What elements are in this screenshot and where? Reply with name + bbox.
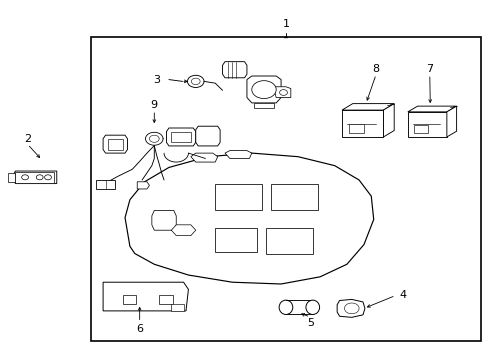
Polygon shape — [108, 139, 122, 149]
Bar — [413, 126, 427, 134]
Polygon shape — [171, 304, 183, 311]
Circle shape — [279, 90, 287, 95]
Circle shape — [44, 175, 51, 180]
Polygon shape — [166, 128, 195, 146]
Polygon shape — [446, 106, 456, 137]
Polygon shape — [171, 225, 195, 235]
Polygon shape — [8, 173, 15, 182]
Polygon shape — [383, 104, 393, 137]
Bar — [271, 184, 317, 211]
Text: 5: 5 — [306, 319, 313, 328]
Polygon shape — [222, 62, 246, 78]
Bar — [348, 125, 363, 134]
Bar — [122, 295, 136, 304]
Polygon shape — [246, 76, 281, 103]
Polygon shape — [407, 112, 446, 137]
Polygon shape — [254, 103, 273, 108]
Polygon shape — [190, 153, 217, 162]
Bar — [215, 184, 261, 211]
Bar — [91, 37, 480, 341]
Text: 9: 9 — [150, 100, 158, 110]
Text: 3: 3 — [153, 75, 160, 85]
Polygon shape — [96, 180, 115, 189]
Text: 1: 1 — [282, 19, 289, 29]
Ellipse shape — [279, 300, 292, 315]
Text: 8: 8 — [372, 64, 379, 74]
Polygon shape — [152, 211, 176, 230]
Polygon shape — [407, 106, 456, 112]
Polygon shape — [341, 110, 383, 137]
Polygon shape — [171, 132, 190, 142]
Bar — [159, 295, 172, 304]
Polygon shape — [103, 135, 127, 153]
Text: 7: 7 — [426, 64, 432, 74]
Text: 2: 2 — [24, 134, 31, 144]
Polygon shape — [103, 282, 188, 311]
Polygon shape — [137, 182, 149, 189]
Polygon shape — [125, 153, 373, 284]
Polygon shape — [336, 300, 364, 318]
Bar — [215, 228, 256, 252]
Ellipse shape — [305, 300, 319, 315]
Text: 4: 4 — [399, 291, 406, 301]
Circle shape — [251, 81, 276, 99]
Circle shape — [187, 75, 203, 87]
Circle shape — [36, 175, 43, 180]
Bar — [266, 228, 312, 253]
Polygon shape — [273, 87, 290, 98]
Ellipse shape — [344, 303, 358, 314]
Polygon shape — [341, 104, 393, 110]
Circle shape — [191, 78, 200, 85]
Circle shape — [21, 175, 28, 180]
Polygon shape — [224, 150, 251, 158]
Polygon shape — [15, 172, 54, 183]
Polygon shape — [13, 171, 57, 184]
Text: 6: 6 — [136, 324, 143, 334]
Polygon shape — [195, 126, 220, 146]
